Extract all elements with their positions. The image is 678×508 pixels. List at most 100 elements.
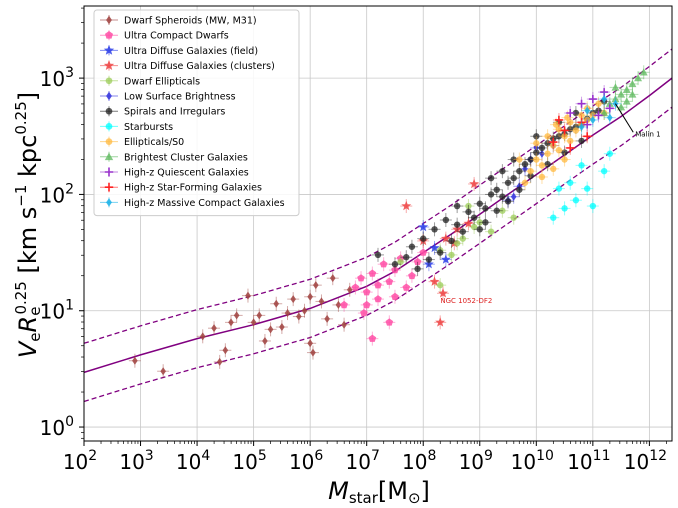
data-point xyxy=(555,147,563,154)
legend-item: Dwarf Spheroids (MW, M31) xyxy=(100,15,257,27)
legend-label: High-z Massive Compact Galaxies xyxy=(124,198,285,209)
data-point xyxy=(487,174,495,182)
data-point xyxy=(544,160,551,168)
data-point xyxy=(459,228,467,235)
data-point xyxy=(211,324,217,333)
data-point xyxy=(391,261,399,268)
x-title-unit-close: ] xyxy=(421,477,430,505)
x-tick-base: 10 xyxy=(346,450,371,474)
annotations: NGC 1052-DF2 Malin 1 xyxy=(440,103,661,305)
data-point xyxy=(329,274,336,283)
data-point xyxy=(600,167,608,175)
data-point xyxy=(521,160,529,168)
series-dwarf-spheroids-mw-m31 xyxy=(128,271,356,379)
data-point xyxy=(590,115,596,124)
series-high-z-star-forming-galaxies xyxy=(547,112,594,155)
data-point xyxy=(233,311,240,320)
data-point xyxy=(584,106,590,115)
x-tick-label: 108 xyxy=(402,448,436,474)
data-point xyxy=(459,235,467,242)
series-ellipticals-s0 xyxy=(513,96,611,190)
x-tick-base: 10 xyxy=(459,450,484,474)
data-point xyxy=(605,104,614,113)
data-point xyxy=(290,295,296,304)
data-point xyxy=(408,271,416,280)
data-point xyxy=(572,197,580,204)
data-point xyxy=(391,266,399,274)
data-point xyxy=(273,299,280,308)
relation-lower-line xyxy=(83,106,673,403)
legend-label: Starbursts xyxy=(124,122,173,133)
data-point xyxy=(391,292,399,300)
data-point xyxy=(533,133,540,140)
y-title-v: V xyxy=(14,340,42,358)
data-point xyxy=(414,265,421,273)
data-point xyxy=(448,251,455,259)
plot-frame xyxy=(83,5,673,442)
legend-label: Low Surface Brightness xyxy=(124,92,236,103)
axis-ticks: 102 103 104 105 106 107 108 109 1010 1011 10121001… xyxy=(40,7,667,474)
series-spirals-and-irregulars xyxy=(372,94,611,276)
data-point xyxy=(555,126,563,133)
x-tick-exp: 3 xyxy=(145,448,154,464)
data-point xyxy=(420,235,427,242)
data-point xyxy=(222,346,229,355)
data-point xyxy=(476,200,483,207)
y-title-kpc-sup: 0.25 xyxy=(12,101,30,134)
data-point xyxy=(561,156,568,163)
data-point xyxy=(307,339,313,348)
legend-marker xyxy=(106,198,112,207)
data-point xyxy=(510,214,517,221)
annotation-malin-1: Malin 1 xyxy=(615,103,661,138)
data-point xyxy=(245,291,251,300)
data-point xyxy=(403,254,410,261)
data-point xyxy=(516,186,523,193)
x-tick-label: 1010 xyxy=(511,448,554,474)
data-point xyxy=(340,300,348,309)
data-point xyxy=(413,257,422,266)
legend-marker xyxy=(105,77,113,85)
data-point xyxy=(622,85,631,93)
data-point xyxy=(567,119,574,126)
data-point xyxy=(463,218,474,228)
data-point xyxy=(397,258,404,266)
data-point xyxy=(425,256,433,263)
data-point xyxy=(544,140,551,147)
legend: Dwarf Spheroids (MW, M31) Ultra Compact D… xyxy=(93,9,300,217)
x-tick-exp: 9 xyxy=(484,448,493,464)
x-tick-base: 10 xyxy=(624,450,649,474)
legend-item: Brightest Cluster Galaxies xyxy=(100,151,248,163)
data-point xyxy=(465,208,472,216)
data-point xyxy=(555,133,563,140)
legend-marker xyxy=(105,31,113,39)
data-points xyxy=(128,65,650,379)
data-point xyxy=(527,156,534,163)
x-tick-label: 102 xyxy=(63,448,97,474)
data-point xyxy=(307,292,313,301)
data-point xyxy=(379,260,388,268)
data-point xyxy=(510,156,517,163)
x-tick-label: 104 xyxy=(176,448,210,474)
data-point xyxy=(595,100,602,107)
data-point xyxy=(538,173,546,181)
y-title-r-sub: e xyxy=(26,307,44,316)
x-tick-label: 1011 xyxy=(567,448,610,474)
legend-label: Ultra Compact Dwarfs xyxy=(124,31,229,42)
data-point xyxy=(628,79,637,88)
y-tick-base: 10 xyxy=(40,67,65,91)
data-point xyxy=(482,205,489,212)
data-point xyxy=(499,207,506,214)
legend-item: Dwarf Ellipticals xyxy=(100,75,200,87)
data-point xyxy=(341,320,347,329)
data-point xyxy=(566,109,575,118)
data-point xyxy=(504,179,512,186)
data-point xyxy=(431,226,438,233)
annotation-label: NGC 1052-DF2 xyxy=(440,297,492,305)
data-point xyxy=(429,276,440,286)
x-title-sub: star xyxy=(349,489,379,507)
data-point xyxy=(544,133,551,140)
legend-label: High-z Quiescent Galaxies xyxy=(124,168,249,179)
data-point xyxy=(429,242,440,253)
data-point xyxy=(555,185,563,192)
data-point xyxy=(357,274,365,282)
